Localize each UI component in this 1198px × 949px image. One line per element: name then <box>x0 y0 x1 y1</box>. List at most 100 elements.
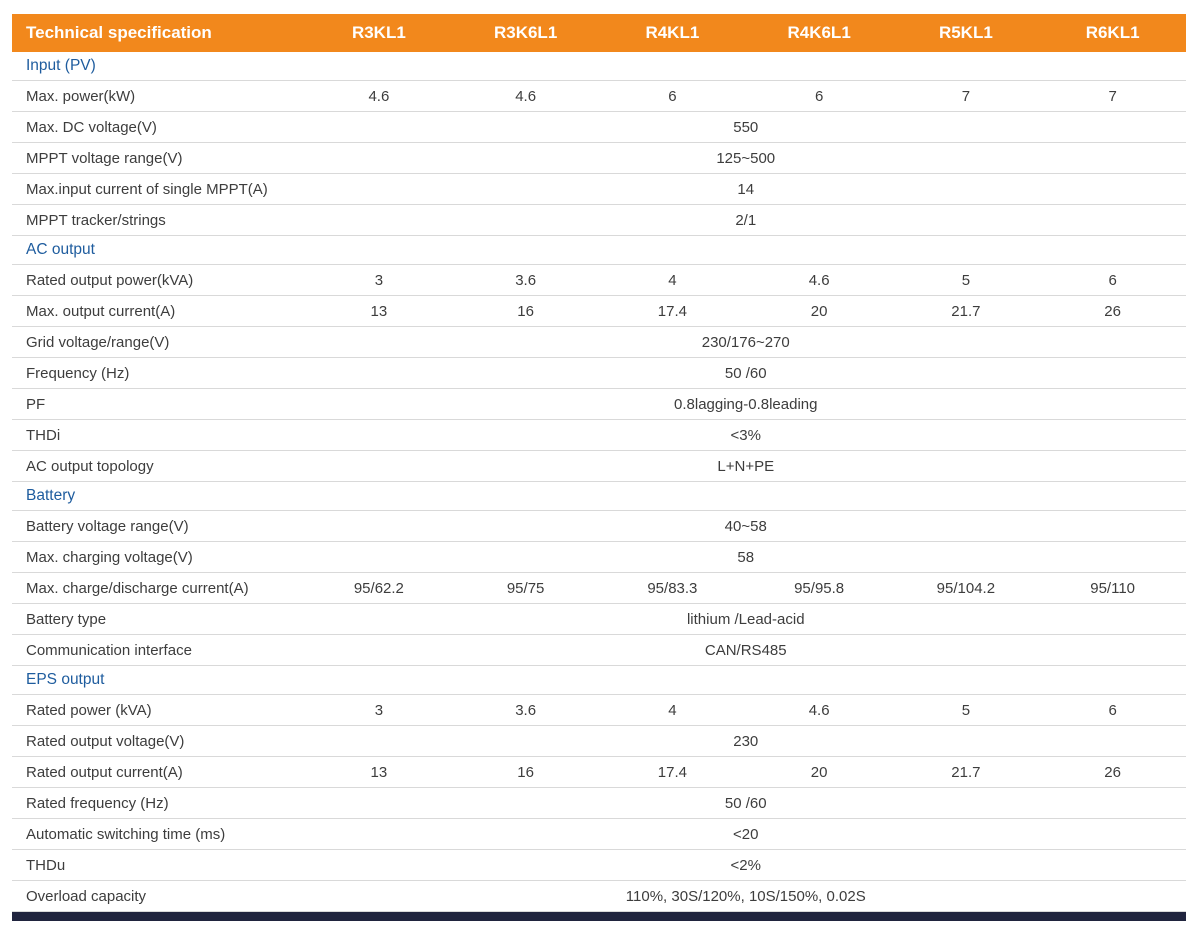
spec-row-rated-power-kva: Rated power (kVA) 3 3.6 4 4.6 5 6 <box>12 695 1186 726</box>
spec-value-max-charge-discharge-current-a-r5kl1: 95/104.2 <box>892 573 1040 604</box>
spec-value-rated-output-current-a-r4k6l1: 20 <box>745 757 893 788</box>
spec-value-max-power-kw-r3kl1: 4.6 <box>305 81 453 112</box>
spec-label-automatic-switching-time-ms: Automatic switching time (ms) <box>12 819 306 850</box>
spec-value-rated-output-current-a-r5kl1: 21.7 <box>892 757 1040 788</box>
spec-value-rated-output-current-a-r3kl1: 13 <box>305 757 453 788</box>
section-title-ac-output: AC output <box>12 236 1186 265</box>
spec-value-merged-grid-voltage-range-v: 230/176~270 <box>305 327 1186 358</box>
section-title-eps-output: EPS output <box>12 666 1186 695</box>
spec-label-max-dc-voltage-v: Max. DC voltage(V) <box>12 112 306 143</box>
spec-row-max-charging-voltage-v: Max. charging voltage(V) 58 <box>12 542 1186 573</box>
spec-label-thdi: THDi <box>12 420 306 451</box>
spec-value-rated-output-current-a-r4kl1: 17.4 <box>599 757 746 788</box>
model-header-r3kl1: R3KL1 <box>305 14 453 52</box>
spec-value-merged-thdu: <2% <box>305 850 1186 881</box>
spec-row-max-output-current-a: Max. output current(A) 13 16 17.4 20 21.7 26 <box>12 296 1186 327</box>
spec-row-automatic-switching-time-ms: Automatic switching time (ms) <20 <box>12 819 1186 850</box>
spec-value-merged-rated-frequency-hz: 50 /60 <box>305 788 1186 819</box>
spec-row-rated-output-voltage-v: Rated output voltage(V) 230 <box>12 726 1186 757</box>
spec-value-max-power-kw-r5kl1: 7 <box>892 81 1040 112</box>
spec-row-thdi: THDi <3% <box>12 420 1186 451</box>
spec-value-max-charge-discharge-current-a-r6kl1: 95/110 <box>1039 573 1186 604</box>
footer-bar <box>12 912 1186 921</box>
model-header-r6kl1: R6KL1 <box>1039 14 1186 52</box>
spec-value-rated-output-power-kva-r3kl1: 3 <box>305 265 453 296</box>
spec-value-max-charge-discharge-current-a-r3kl1: 95/62.2 <box>305 573 453 604</box>
model-header-r5kl1: R5KL1 <box>892 14 1040 52</box>
table-title: Technical specification <box>12 14 306 52</box>
table-header: Technical specification R3KL1 R3K6L1 R4KL1… <box>12 14 1186 52</box>
spec-label-thdu: THDu <box>12 850 306 881</box>
spec-row-max-input-current-of-single-mppt-a: Max.input current of single MPPT(A) 14 <box>12 174 1186 205</box>
spec-value-merged-rated-output-voltage-v: 230 <box>305 726 1186 757</box>
spec-value-rated-output-power-kva-r6kl1: 6 <box>1039 265 1186 296</box>
spec-label-ac-output-topology: AC output topology <box>12 451 306 482</box>
spec-row-ac-output-topology: AC output topology L+N+PE <box>12 451 1186 482</box>
section-title-input-pv: Input (PV) <box>12 52 1186 81</box>
spec-row-thdu: THDu <2% <box>12 850 1186 881</box>
spec-row-battery-type: Battery type lithium /Lead-acid <box>12 604 1186 635</box>
spec-value-rated-power-kva-r4k6l1: 4.6 <box>745 695 893 726</box>
spec-value-rated-power-kva-r5kl1: 5 <box>892 695 1040 726</box>
spec-value-max-charge-discharge-current-a-r4k6l1: 95/95.8 <box>745 573 893 604</box>
spec-value-merged-max-dc-voltage-v: 550 <box>305 112 1186 143</box>
spec-row-frequency-hz: Frequency (Hz) 50 /60 <box>12 358 1186 389</box>
spec-label-rated-power-kva: Rated power (kVA) <box>12 695 306 726</box>
spec-value-merged-pf: 0.8lagging-0.8leading <box>305 389 1186 420</box>
spec-value-merged-frequency-hz: 50 /60 <box>305 358 1186 389</box>
spec-row-max-power-kw: Max. power(kW) 4.6 4.6 6 6 7 7 <box>12 81 1186 112</box>
spec-value-merged-mppt-voltage-range-v: 125~500 <box>305 143 1186 174</box>
spec-label-communication-interface: Communication interface <box>12 635 306 666</box>
spec-row-mppt-tracker-strings: MPPT tracker/strings 2/1 <box>12 205 1186 236</box>
spec-value-merged-battery-type: lithium /Lead-acid <box>305 604 1186 635</box>
table-header-row: Technical specification R3KL1 R3K6L1 R4KL1… <box>12 14 1186 52</box>
spec-label-rated-frequency-hz: Rated frequency (Hz) <box>12 788 306 819</box>
model-header-r4k6l1: R4K6L1 <box>745 14 893 52</box>
table-body: Input (PV) Max. power(kW) 4.6 4.6 6 6 7 7 Max. D… <box>12 52 1186 912</box>
spec-label-max-charging-voltage-v: Max. charging voltage(V) <box>12 542 306 573</box>
model-header-r4kl1: R4KL1 <box>599 14 746 52</box>
spec-value-max-charge-discharge-current-a-r3k6l1: 95/75 <box>452 573 599 604</box>
spec-value-merged-overload-capacity: 110%, 30S/120%, 10S/150%, 0.02S <box>305 881 1186 912</box>
spec-row-max-charge-discharge-current-a: Max. charge/discharge current(A) 95/62.2 9… <box>12 573 1186 604</box>
spec-value-merged-max-charging-voltage-v: 58 <box>305 542 1186 573</box>
technical-specification-table: Technical specification R3KL1 R3K6L1 R4KL1… <box>12 14 1186 912</box>
spec-label-mppt-tracker-strings: MPPT tracker/strings <box>12 205 306 236</box>
spec-value-merged-mppt-tracker-strings: 2/1 <box>305 205 1186 236</box>
spec-value-rated-power-kva-r3kl1: 3 <box>305 695 453 726</box>
spec-value-max-power-kw-r3k6l1: 4.6 <box>452 81 599 112</box>
spec-label-battery-type: Battery type <box>12 604 306 635</box>
spec-label-pf: PF <box>12 389 306 420</box>
spec-value-rated-output-power-kva-r5kl1: 5 <box>892 265 1040 296</box>
spec-value-max-output-current-a-r4k6l1: 20 <box>745 296 893 327</box>
section-row-ac-output: AC output <box>12 236 1186 265</box>
spec-value-merged-max-input-current-of-single-mppt-a: 14 <box>305 174 1186 205</box>
spec-label-mppt-voltage-range-v: MPPT voltage range(V) <box>12 143 306 174</box>
spec-value-max-output-current-a-r3kl1: 13 <box>305 296 453 327</box>
spec-label-rated-output-current-a: Rated output current(A) <box>12 757 306 788</box>
spec-label-battery-voltage-range-v: Battery voltage range(V) <box>12 511 306 542</box>
spec-label-overload-capacity: Overload capacity <box>12 881 306 912</box>
spec-value-merged-communication-interface: CAN/RS485 <box>305 635 1186 666</box>
spec-label-rated-output-voltage-v: Rated output voltage(V) <box>12 726 306 757</box>
section-row-battery: Battery <box>12 482 1186 511</box>
spec-value-rated-output-power-kva-r3k6l1: 3.6 <box>452 265 599 296</box>
section-row-input-pv: Input (PV) <box>12 52 1186 81</box>
spec-value-max-output-current-a-r5kl1: 21.7 <box>892 296 1040 327</box>
spec-value-max-power-kw-r4k6l1: 6 <box>745 81 893 112</box>
spec-value-rated-output-power-kva-r4kl1: 4 <box>599 265 746 296</box>
spec-label-max-power-kw: Max. power(kW) <box>12 81 306 112</box>
spec-row-communication-interface: Communication interface CAN/RS485 <box>12 635 1186 666</box>
spec-value-max-power-kw-r4kl1: 6 <box>599 81 746 112</box>
spec-value-rated-power-kva-r3k6l1: 3.6 <box>452 695 599 726</box>
spec-row-overload-capacity: Overload capacity 110%, 30S/120%, 10S/150… <box>12 881 1186 912</box>
spec-value-max-charge-discharge-current-a-r4kl1: 95/83.3 <box>599 573 746 604</box>
spec-value-merged-battery-voltage-range-v: 40~58 <box>305 511 1186 542</box>
spec-row-mppt-voltage-range-v: MPPT voltage range(V) 125~500 <box>12 143 1186 174</box>
spec-row-pf: PF 0.8lagging-0.8leading <box>12 389 1186 420</box>
spec-label-rated-output-power-kva: Rated output power(kVA) <box>12 265 306 296</box>
spec-label-max-input-current-of-single-mppt-a: Max.input current of single MPPT(A) <box>12 174 306 205</box>
spec-value-max-output-current-a-r3k6l1: 16 <box>452 296 599 327</box>
spec-value-rated-output-power-kva-r4k6l1: 4.6 <box>745 265 893 296</box>
spec-label-frequency-hz: Frequency (Hz) <box>12 358 306 389</box>
